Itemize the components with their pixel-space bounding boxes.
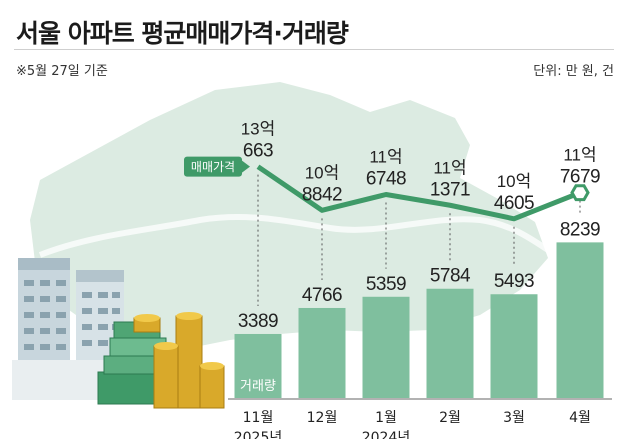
bar-value-label: 3389 <box>238 311 278 332</box>
title-divider <box>14 49 614 50</box>
price-label-minor: 663 <box>243 141 273 162</box>
x-year-label: 2024년 <box>362 430 411 439</box>
price-label-major: 11억 <box>563 146 596 165</box>
price-point-marker <box>570 184 590 202</box>
price-label-minor: 8842 <box>302 184 342 205</box>
line-series-label: 매매가격 <box>191 160 235 174</box>
price-label-minor: 6748 <box>366 169 406 190</box>
unit-note: 단위: 만 원, 건 <box>533 64 614 79</box>
bar-value-label: 5493 <box>494 271 534 292</box>
price-label-major: 10억 <box>305 163 340 182</box>
bar-2 <box>362 296 410 398</box>
x-tick-label: 3월 <box>503 410 525 426</box>
han-river <box>38 214 550 258</box>
price-label-minor: 7679 <box>560 167 600 188</box>
x-tick-label: 4월 <box>569 410 591 426</box>
bar-0 <box>234 333 282 398</box>
bar-1 <box>298 307 346 398</box>
bar-series-label: 거래량 <box>240 379 276 394</box>
date-note: ※5월 27일 기준 <box>16 64 108 79</box>
money-coins-illustration <box>97 312 225 409</box>
price-label-minor: 4605 <box>494 193 534 214</box>
bar-3 <box>426 288 474 398</box>
bar-value-label: 4766 <box>302 285 342 306</box>
price-label-major: 11억 <box>433 158 466 177</box>
x-tick-label: 12월 <box>307 410 338 426</box>
bar-value-label: 8239 <box>560 219 600 240</box>
x-tick-label: 2월 <box>439 410 461 426</box>
price-label-major: 13억 <box>241 120 276 139</box>
x-year-label: 2025년 <box>234 430 283 439</box>
line-series-tag <box>184 156 242 177</box>
price-label-major: 11억 <box>369 148 402 167</box>
bar-value-label: 5784 <box>430 266 471 287</box>
seoul-map-silhouette <box>30 82 548 350</box>
x-tick-label: 1월 <box>375 410 397 426</box>
bar-value-label: 5359 <box>366 274 406 295</box>
price-label-minor: 1371 <box>430 179 470 200</box>
chart-title: 서울 아파트 평균매매가격·거래량 <box>16 19 349 48</box>
x-tick-label: 11월 <box>243 410 274 426</box>
price-label-major: 10억 <box>497 172 532 191</box>
line-series-tag-arrow <box>242 160 250 173</box>
price-line <box>256 164 581 222</box>
bar-5 <box>556 242 604 398</box>
bar-4 <box>490 294 538 398</box>
